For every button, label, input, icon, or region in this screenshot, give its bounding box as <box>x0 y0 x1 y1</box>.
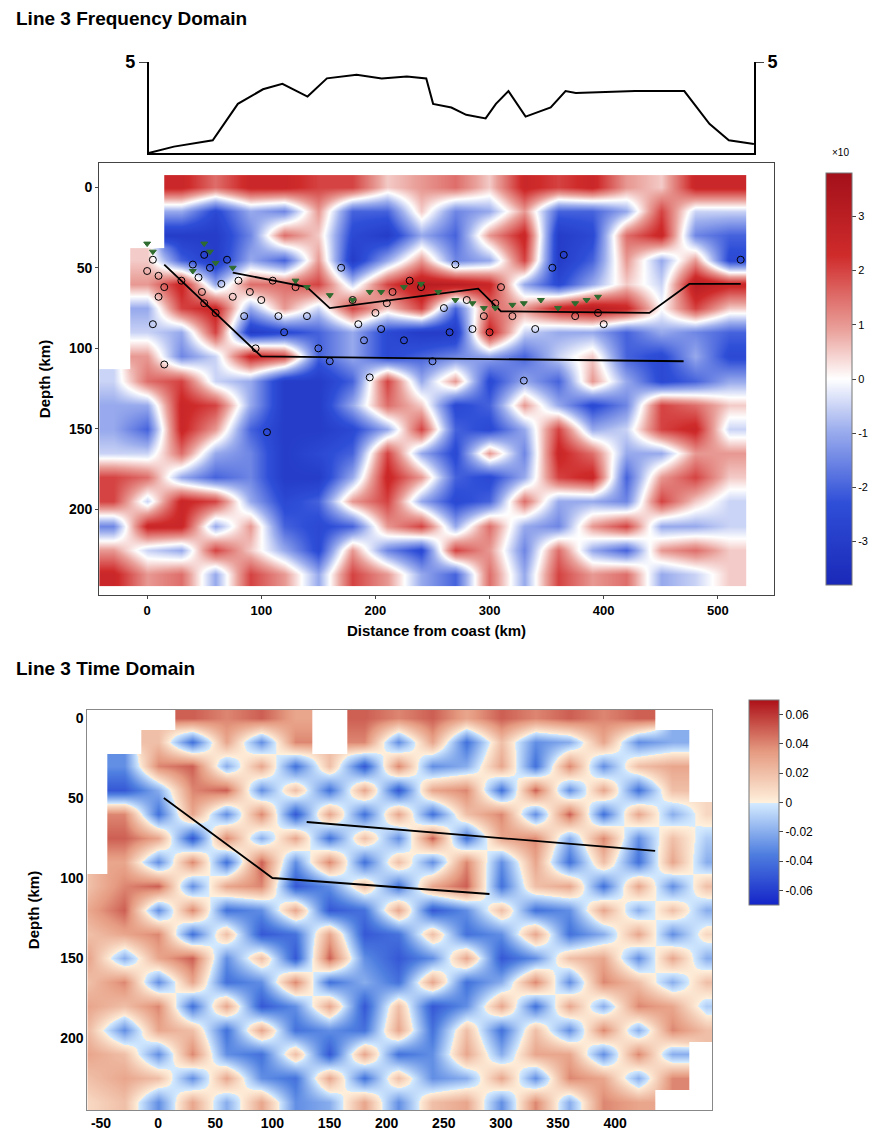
svg-text:0: 0 <box>76 710 84 726</box>
svg-text:350: 350 <box>546 1115 570 1131</box>
svg-text:-0.06: -0.06 <box>785 884 813 898</box>
svg-text:50: 50 <box>77 260 93 276</box>
svg-text:0.06: 0.06 <box>785 708 809 722</box>
svg-text:3: 3 <box>858 210 864 222</box>
svg-text:-0.04: -0.04 <box>785 854 813 868</box>
svg-text:Line 3 Time Domain: Line 3 Time Domain <box>16 658 195 679</box>
svg-text:100: 100 <box>69 340 93 356</box>
svg-text:200: 200 <box>60 1030 84 1046</box>
svg-text:-3: -3 <box>858 535 868 547</box>
svg-text:50: 50 <box>68 790 84 806</box>
svg-text:5: 5 <box>125 52 135 72</box>
svg-text:Line 3 Frequency Domain: Line 3 Frequency Domain <box>16 8 247 29</box>
svg-text:Depth (km): Depth (km) <box>36 340 53 418</box>
svg-text:250: 250 <box>432 1115 456 1131</box>
svg-text:400: 400 <box>593 603 615 618</box>
svg-text:200: 200 <box>375 1115 399 1131</box>
svg-text:-50: -50 <box>91 1115 111 1131</box>
svg-text:Depth (km): Depth (km) <box>25 871 42 949</box>
svg-text:5: 5 <box>768 52 778 72</box>
svg-text:-0.02: -0.02 <box>785 825 813 839</box>
svg-text:1: 1 <box>858 319 864 331</box>
svg-text:100: 100 <box>60 870 84 886</box>
svg-text:100: 100 <box>261 1115 285 1131</box>
svg-text:150: 150 <box>69 421 93 437</box>
svg-text:150: 150 <box>318 1115 342 1131</box>
svg-text:300: 300 <box>479 603 501 618</box>
svg-text:300: 300 <box>489 1115 513 1131</box>
svg-text:150: 150 <box>60 950 84 966</box>
svg-text:0: 0 <box>85 179 93 195</box>
svg-text:-2: -2 <box>858 481 868 493</box>
svg-text:×10: ×10 <box>832 147 849 158</box>
svg-text:0.04: 0.04 <box>785 737 809 751</box>
svg-text:0: 0 <box>144 603 151 618</box>
svg-text:200: 200 <box>69 501 93 517</box>
svg-text:0: 0 <box>785 796 792 810</box>
svg-text:0: 0 <box>154 1115 162 1131</box>
svg-text:Distance from coast (km): Distance from coast (km) <box>347 622 526 639</box>
svg-text:-1: -1 <box>858 427 868 439</box>
svg-text:0.02: 0.02 <box>785 766 809 780</box>
svg-text:200: 200 <box>365 603 387 618</box>
svg-text:0: 0 <box>858 373 864 385</box>
svg-text:100: 100 <box>250 603 272 618</box>
svg-text:50: 50 <box>207 1115 223 1131</box>
svg-text:2: 2 <box>858 264 864 276</box>
svg-text:400: 400 <box>603 1115 627 1131</box>
svg-text:500: 500 <box>707 603 729 618</box>
